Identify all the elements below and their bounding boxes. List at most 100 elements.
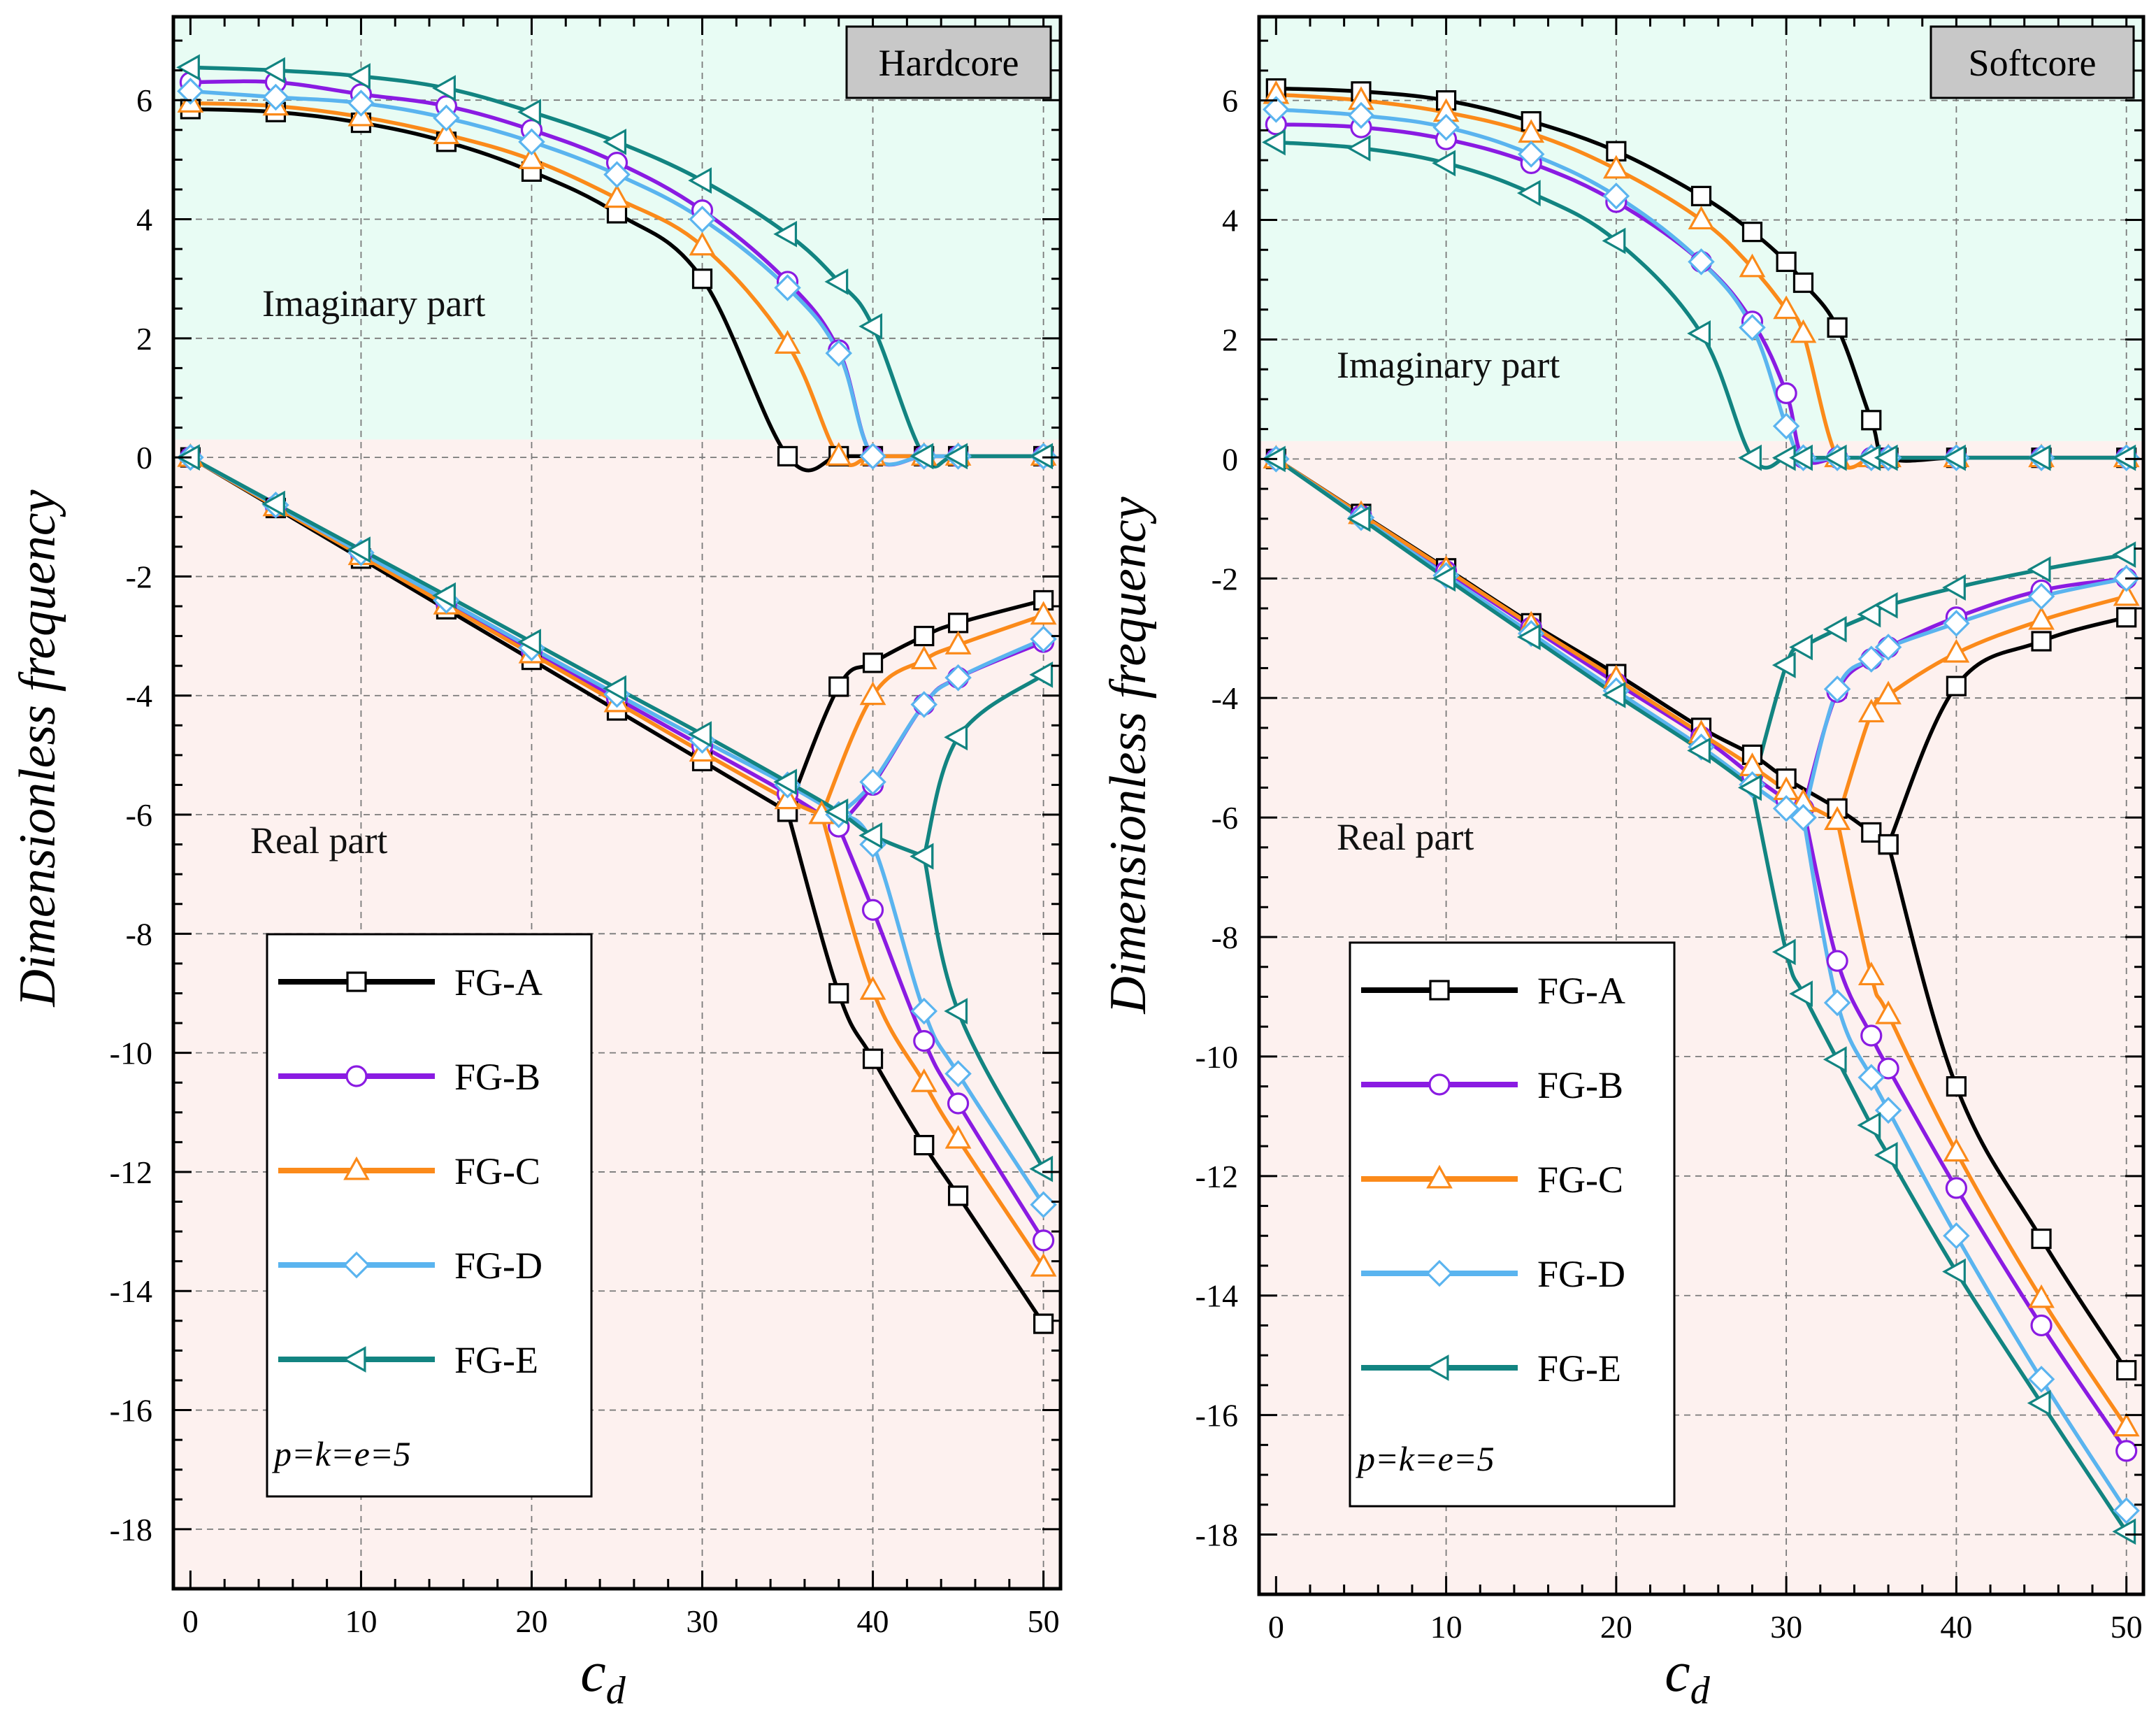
parameter-annotation: p=k=e=5 bbox=[272, 1434, 411, 1473]
data-point bbox=[262, 83, 289, 111]
data-point bbox=[944, 724, 968, 751]
data-point bbox=[1790, 319, 1817, 343]
legend-label: FG-E bbox=[454, 1339, 538, 1381]
data-point bbox=[518, 145, 545, 169]
data-point bbox=[1032, 1229, 1055, 1252]
data-point bbox=[2031, 631, 2052, 652]
data-point bbox=[1945, 1177, 1968, 1199]
ticks bbox=[1259, 17, 2143, 1594]
data-point bbox=[1029, 1155, 1054, 1182]
data-point bbox=[1942, 1258, 1966, 1285]
data-point bbox=[1860, 1024, 1883, 1047]
data-point bbox=[1943, 638, 1970, 663]
data-point bbox=[910, 645, 937, 670]
x-tick-label: 50 bbox=[1028, 1603, 1060, 1639]
legend-box bbox=[266, 933, 593, 1498]
data-point bbox=[1347, 101, 1375, 129]
data-point bbox=[1823, 989, 1851, 1017]
data-point bbox=[1942, 444, 1966, 471]
data-point bbox=[1687, 320, 1711, 347]
data-point bbox=[517, 99, 541, 126]
data-point bbox=[1875, 680, 1902, 705]
y-tick-label: -16 bbox=[1195, 1398, 1238, 1433]
series-line bbox=[785, 810, 1046, 1326]
data-point bbox=[862, 652, 884, 673]
data-point bbox=[1790, 803, 1817, 831]
data-point bbox=[1857, 1112, 1881, 1139]
plot-frame bbox=[171, 15, 1063, 1591]
series-line bbox=[1835, 818, 2129, 1429]
legend-swatch-marker bbox=[343, 1251, 371, 1279]
data-point bbox=[910, 1068, 937, 1092]
real-part-label: Real part bbox=[1337, 816, 1474, 858]
data-point bbox=[432, 582, 456, 609]
legend-swatch-marker bbox=[346, 971, 367, 992]
y-tick-label: -4 bbox=[1212, 680, 1238, 716]
data-point bbox=[603, 161, 631, 188]
data-point bbox=[603, 184, 631, 208]
data-point bbox=[261, 57, 285, 84]
data-point bbox=[2112, 444, 2136, 471]
data-point bbox=[1688, 206, 1715, 230]
data-point bbox=[1771, 652, 1796, 679]
legend-label: FG-B bbox=[454, 1056, 540, 1098]
data-point bbox=[859, 443, 886, 470]
legend-item-fg-d: FG-D bbox=[1361, 1253, 1625, 1295]
data-point bbox=[1030, 1191, 1057, 1219]
legend-label: FG-B bbox=[1537, 1064, 1623, 1106]
data-point bbox=[1789, 634, 1813, 661]
y-axis-label: Dimensionless frequency bbox=[9, 489, 66, 1007]
y-tick-label: -2 bbox=[126, 559, 152, 594]
series-line bbox=[785, 598, 1046, 814]
ticks bbox=[173, 17, 1061, 1589]
data-point bbox=[603, 128, 627, 155]
data-point bbox=[1432, 150, 1456, 177]
panel-tag: Hardcore bbox=[845, 25, 1052, 99]
series-line bbox=[1886, 615, 2129, 847]
data-point bbox=[944, 998, 968, 1024]
legend-item-fg-b: FG-B bbox=[278, 1056, 540, 1098]
legend-swatch-marker bbox=[1426, 1164, 1453, 1189]
data-point bbox=[1773, 295, 1800, 320]
legend-swatch-marker bbox=[343, 1156, 370, 1180]
data-point bbox=[1741, 222, 1763, 243]
data-point bbox=[1943, 1138, 1970, 1162]
y-tick-label: 4 bbox=[136, 202, 152, 238]
data-point bbox=[2027, 1366, 2055, 1393]
data-point bbox=[861, 899, 884, 921]
data-point bbox=[1877, 1057, 1899, 1080]
data-point bbox=[944, 1060, 972, 1087]
legend-item-fg-e: FG-E bbox=[278, 1339, 538, 1381]
parameter-annotation: p=k=e=5 bbox=[1356, 1439, 1495, 1478]
y-tick-label: 0 bbox=[136, 440, 152, 475]
data-point bbox=[603, 675, 627, 702]
legend-item-fg-e: FG-E bbox=[1361, 1347, 1621, 1389]
y-tick-label: -18 bbox=[110, 1512, 152, 1547]
imaginary-part-label: Imaginary part bbox=[1337, 344, 1560, 386]
data-point bbox=[1827, 317, 1848, 338]
data-point bbox=[2027, 582, 2055, 610]
data-point bbox=[1688, 248, 1715, 276]
data-point bbox=[1346, 135, 1371, 162]
data-point bbox=[1874, 592, 1898, 619]
panel-tag-box bbox=[1929, 25, 2135, 99]
y-tick-label: 6 bbox=[136, 83, 152, 118]
data-point bbox=[347, 63, 371, 90]
data-point bbox=[1943, 1222, 1970, 1250]
data-point bbox=[518, 128, 545, 156]
data-point bbox=[2113, 1413, 2140, 1437]
data-point bbox=[1857, 601, 1881, 628]
y-tick-label: -8 bbox=[1212, 920, 1238, 955]
data-point bbox=[1602, 155, 1630, 179]
data-point bbox=[774, 274, 801, 301]
data-point bbox=[2027, 556, 2051, 583]
data-point bbox=[914, 1135, 935, 1156]
data-point bbox=[1874, 1096, 1902, 1124]
data-point bbox=[347, 90, 375, 117]
data-point bbox=[1857, 645, 1885, 673]
data-point bbox=[1789, 980, 1813, 1008]
data-point bbox=[433, 120, 460, 145]
data-point bbox=[1029, 662, 1054, 688]
legend-swatch-marker bbox=[1425, 1259, 1453, 1287]
